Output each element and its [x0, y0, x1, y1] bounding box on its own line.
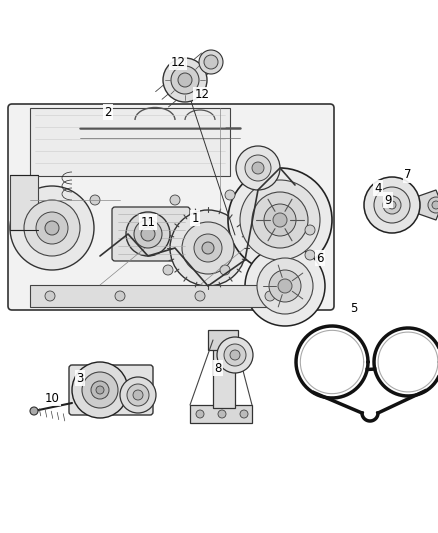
Circle shape — [163, 58, 207, 102]
Circle shape — [91, 381, 109, 399]
Circle shape — [199, 50, 223, 74]
Circle shape — [252, 162, 264, 174]
Circle shape — [30, 407, 38, 415]
Circle shape — [45, 291, 55, 301]
Circle shape — [305, 225, 315, 235]
Circle shape — [194, 234, 222, 262]
Circle shape — [45, 221, 59, 235]
Circle shape — [133, 390, 143, 400]
Circle shape — [141, 227, 155, 241]
Circle shape — [305, 250, 315, 260]
FancyBboxPatch shape — [112, 207, 190, 261]
FancyBboxPatch shape — [8, 104, 334, 310]
Circle shape — [252, 192, 308, 248]
Circle shape — [225, 190, 235, 200]
Circle shape — [217, 337, 253, 373]
Circle shape — [10, 186, 94, 270]
Text: 12: 12 — [194, 88, 209, 101]
Text: 5: 5 — [350, 302, 358, 314]
Circle shape — [204, 55, 218, 69]
Bar — [208, 330, 238, 350]
Text: 6: 6 — [316, 252, 324, 264]
Circle shape — [24, 200, 80, 256]
Circle shape — [90, 195, 100, 205]
Text: 4: 4 — [374, 182, 382, 195]
Circle shape — [195, 291, 205, 301]
Circle shape — [171, 66, 199, 94]
Circle shape — [374, 187, 410, 223]
FancyBboxPatch shape — [69, 365, 153, 415]
Bar — [190, 405, 252, 423]
Circle shape — [388, 201, 396, 209]
Circle shape — [240, 180, 320, 260]
Bar — [213, 338, 235, 408]
Circle shape — [202, 242, 214, 254]
Circle shape — [265, 291, 275, 301]
Circle shape — [72, 362, 128, 418]
Circle shape — [245, 155, 271, 181]
Polygon shape — [416, 190, 438, 220]
Bar — [30, 108, 230, 176]
Circle shape — [170, 195, 180, 205]
Circle shape — [432, 201, 438, 209]
Circle shape — [196, 410, 204, 418]
Circle shape — [182, 222, 234, 274]
Circle shape — [224, 344, 246, 366]
Text: 3: 3 — [76, 372, 84, 384]
Circle shape — [134, 220, 162, 248]
Circle shape — [127, 384, 149, 406]
Text: 8: 8 — [214, 361, 222, 375]
Circle shape — [230, 350, 240, 360]
Circle shape — [126, 212, 170, 256]
Circle shape — [163, 265, 173, 275]
Text: 2: 2 — [104, 106, 112, 118]
Circle shape — [240, 410, 248, 418]
Circle shape — [220, 265, 230, 275]
Circle shape — [36, 212, 68, 244]
Bar — [10, 175, 38, 230]
Circle shape — [236, 146, 280, 190]
Circle shape — [257, 258, 313, 314]
Circle shape — [96, 386, 104, 394]
Circle shape — [178, 73, 192, 87]
Circle shape — [273, 213, 287, 227]
Text: 12: 12 — [170, 55, 186, 69]
Circle shape — [364, 177, 420, 233]
Circle shape — [278, 279, 292, 293]
Text: 10: 10 — [45, 392, 60, 405]
Text: 9: 9 — [384, 193, 392, 206]
Circle shape — [170, 210, 246, 286]
Circle shape — [228, 168, 332, 272]
Text: 7: 7 — [404, 168, 412, 182]
Circle shape — [115, 291, 125, 301]
Text: 11: 11 — [141, 215, 155, 229]
Circle shape — [120, 377, 156, 413]
Circle shape — [269, 270, 301, 302]
Circle shape — [218, 410, 226, 418]
Circle shape — [264, 204, 296, 236]
Bar — [30, 285, 300, 307]
Text: 1: 1 — [191, 212, 199, 224]
Circle shape — [245, 246, 325, 326]
Circle shape — [383, 196, 401, 214]
Circle shape — [82, 372, 118, 408]
Circle shape — [428, 197, 438, 213]
